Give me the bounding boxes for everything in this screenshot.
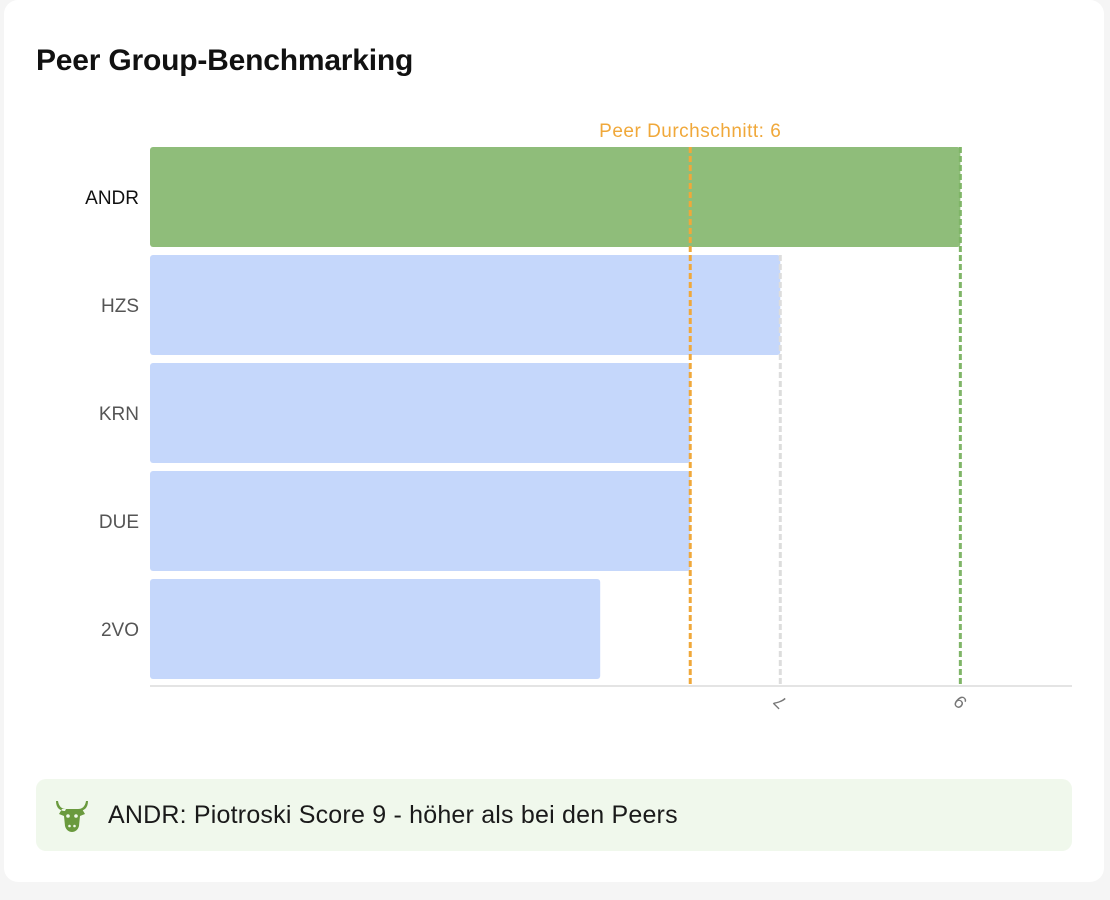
x-tick-label-9: 9: [950, 691, 971, 712]
category-label-krn: KRN: [99, 404, 139, 425]
category-label-andr: ANDR: [85, 188, 139, 209]
bar-krn: [150, 363, 691, 463]
bars-layer: [150, 147, 961, 679]
category-label-due: DUE: [99, 512, 139, 533]
bar-hzs: [150, 255, 781, 355]
x-tick-label-7: 7: [770, 691, 791, 712]
reference-lines-layer: Peer Durchschnitt: 6: [599, 121, 962, 686]
bar-2vo: [150, 579, 601, 679]
page-title: Peer Group-Benchmarking: [36, 44, 414, 77]
category-labels: ANDR HZS KRN DUE 2VO: [85, 188, 139, 641]
category-label-hzs: HZS: [101, 296, 139, 317]
bull-icon: [56, 801, 88, 832]
bar-due: [150, 471, 691, 571]
score-callout: ANDR: Piotroski Score 9 - höher als bei …: [36, 779, 1072, 851]
callout-text: ANDR: Piotroski Score 9 - höher als bei …: [108, 800, 678, 829]
bar-andr: [150, 147, 961, 247]
category-label-2vo: 2VO: [101, 620, 139, 641]
peer-average-label: Peer Durchschnitt: 6: [599, 121, 781, 142]
